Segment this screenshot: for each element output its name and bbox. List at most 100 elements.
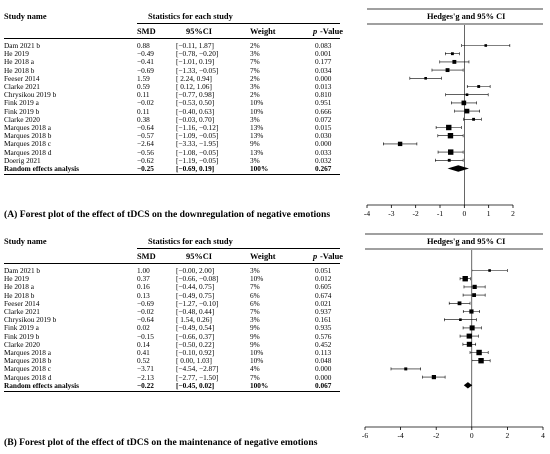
- smd-value: 0.52: [137, 356, 150, 366]
- weight-value: 6%: [250, 298, 260, 308]
- point-estimate: [472, 284, 477, 289]
- ci-value: [−0.53, 0.50]: [176, 98, 215, 108]
- ci-value: [−1.33, −0.05]: [176, 65, 219, 75]
- ci-value: [ 0.12, 1.06]: [176, 82, 212, 91]
- study-name: Marques 2018 c: [4, 139, 52, 149]
- weight-value: 10%: [250, 106, 264, 116]
- ci-value: [ 2.24, 0.94]: [176, 73, 212, 83]
- smd-value: 0.11: [137, 90, 150, 100]
- ci-value: [ 1.54, 0.26]: [176, 315, 212, 325]
- weight-value: 3%: [250, 49, 260, 59]
- point-estimate: [478, 358, 484, 364]
- header-95ci: 95%CI: [186, 252, 213, 261]
- smd-value: 0.16: [137, 282, 150, 292]
- smd-value: −0.02: [137, 98, 154, 108]
- p-value: 0.013: [315, 82, 332, 91]
- point-estimate: [488, 269, 491, 272]
- p-value: 0.113: [315, 348, 332, 357]
- study-name: Clarke 2021: [4, 82, 40, 91]
- summary-rule: [4, 390, 340, 392]
- ci-value: [−2.77, −1.50]: [176, 372, 219, 382]
- study-name: Feeser 2014: [4, 73, 40, 83]
- ci-value: [−0.66, 0.37]: [176, 331, 215, 341]
- p-value: 0.161: [315, 315, 332, 325]
- p-value: 0.000: [315, 73, 332, 83]
- ci-value: [−1.01, 0.19]: [176, 57, 215, 67]
- header-p-value-suffix: -Value: [320, 252, 343, 261]
- weight-value: 7%: [250, 65, 260, 75]
- weight-value: 7%: [250, 57, 260, 67]
- weight-value: 13%: [250, 147, 264, 157]
- study-name: Clarke 2020: [4, 339, 40, 349]
- x-tick-label: -4: [364, 209, 370, 218]
- forest-plot-panel-a: Study name Statistics for each study SMD 95…: [4, 8, 543, 219]
- ci-value: [−1.16, −0.12]: [176, 123, 219, 132]
- point-estimate: [447, 133, 454, 139]
- study-name: Chrysikou 2019 b: [4, 90, 57, 100]
- header-study-name: Study name: [4, 237, 47, 246]
- study-name: Fink 2019 a: [4, 323, 39, 333]
- point-estimate: [466, 333, 472, 339]
- ci-value: [−3.33, −1.95]: [176, 139, 219, 149]
- ci-value: [−0.00, 2.00]: [176, 266, 215, 275]
- study-name: Fink 2019 b: [4, 331, 40, 341]
- ci-value: [−4.54, −2.87]: [176, 364, 219, 374]
- figure-caption: (B) Forest plot of the effect of tDCS on…: [4, 437, 318, 448]
- smd-value: −0.41: [137, 57, 154, 67]
- smd-value: −2.13: [137, 372, 154, 382]
- summary-smd: −0.22: [137, 380, 154, 390]
- ci-value: [−0.50, 0.22]: [176, 339, 215, 349]
- p-value: 0.083: [315, 41, 332, 50]
- study-name: He 2018 a: [4, 57, 34, 67]
- study-name: Dam 2021 b: [4, 266, 41, 275]
- x-tick-label: -2: [433, 431, 439, 440]
- smd-value: −0.56: [137, 147, 154, 157]
- ci-value: [−0.40, 0.63]: [176, 106, 215, 116]
- point-estimate: [461, 100, 467, 106]
- x-tick-label: 2: [511, 209, 515, 218]
- point-estimate: [431, 375, 436, 380]
- smd-value: −0.69: [137, 298, 154, 308]
- p-value: 0.674: [315, 290, 332, 300]
- ci-value: [−0.11, 1.87]: [176, 41, 214, 50]
- point-estimate: [472, 293, 477, 297]
- header-95ci: 95%CI: [186, 27, 213, 36]
- smd-value: −0.49: [137, 49, 154, 59]
- p-value: 0.452: [315, 339, 332, 349]
- header-study-name: Study name: [4, 12, 47, 21]
- summary-smd: −0.25: [137, 164, 154, 173]
- ci-value: [−0.10, 0.92]: [176, 348, 215, 357]
- p-value: 0.001: [315, 49, 332, 59]
- ci-value: [−1.19, −0.05]: [176, 155, 219, 165]
- point-estimate: [477, 85, 481, 88]
- p-value: 0.051: [315, 266, 332, 275]
- point-estimate: [464, 108, 470, 114]
- p-value: 0.012: [315, 274, 332, 284]
- ci-value: [−1.27, −0.10]: [176, 298, 219, 308]
- point-estimate: [397, 141, 403, 147]
- x-tick-label: -1: [437, 209, 443, 218]
- x-tick-label: -6: [362, 431, 368, 440]
- study-name: Clarke 2021: [4, 307, 40, 316]
- weight-value: 9%: [250, 139, 260, 149]
- header-smd: SMD: [137, 27, 156, 36]
- summary-diamond: [463, 382, 473, 389]
- header-hedges-g: Hedges'g and 95% CI: [427, 237, 506, 246]
- summary-weight: 100%: [250, 380, 269, 390]
- header-weight: Weight: [250, 27, 276, 36]
- weight-value: 10%: [250, 98, 264, 108]
- point-estimate: [465, 93, 469, 96]
- x-tick-label: 2: [506, 431, 510, 440]
- ci-value: [−1.08, −0.05]: [176, 147, 219, 157]
- point-estimate: [447, 158, 451, 162]
- point-estimate: [469, 309, 474, 314]
- smd-value: −2.64: [137, 139, 154, 149]
- point-estimate: [484, 44, 488, 47]
- point-estimate: [424, 77, 427, 80]
- x-tick-label: 1: [487, 209, 491, 218]
- summary-weight: 100%: [250, 164, 269, 173]
- smd-value: 0.37: [137, 274, 150, 284]
- header-p-value-suffix: -Value: [320, 27, 343, 36]
- p-value: 0.032: [315, 155, 332, 165]
- point-estimate: [469, 325, 475, 331]
